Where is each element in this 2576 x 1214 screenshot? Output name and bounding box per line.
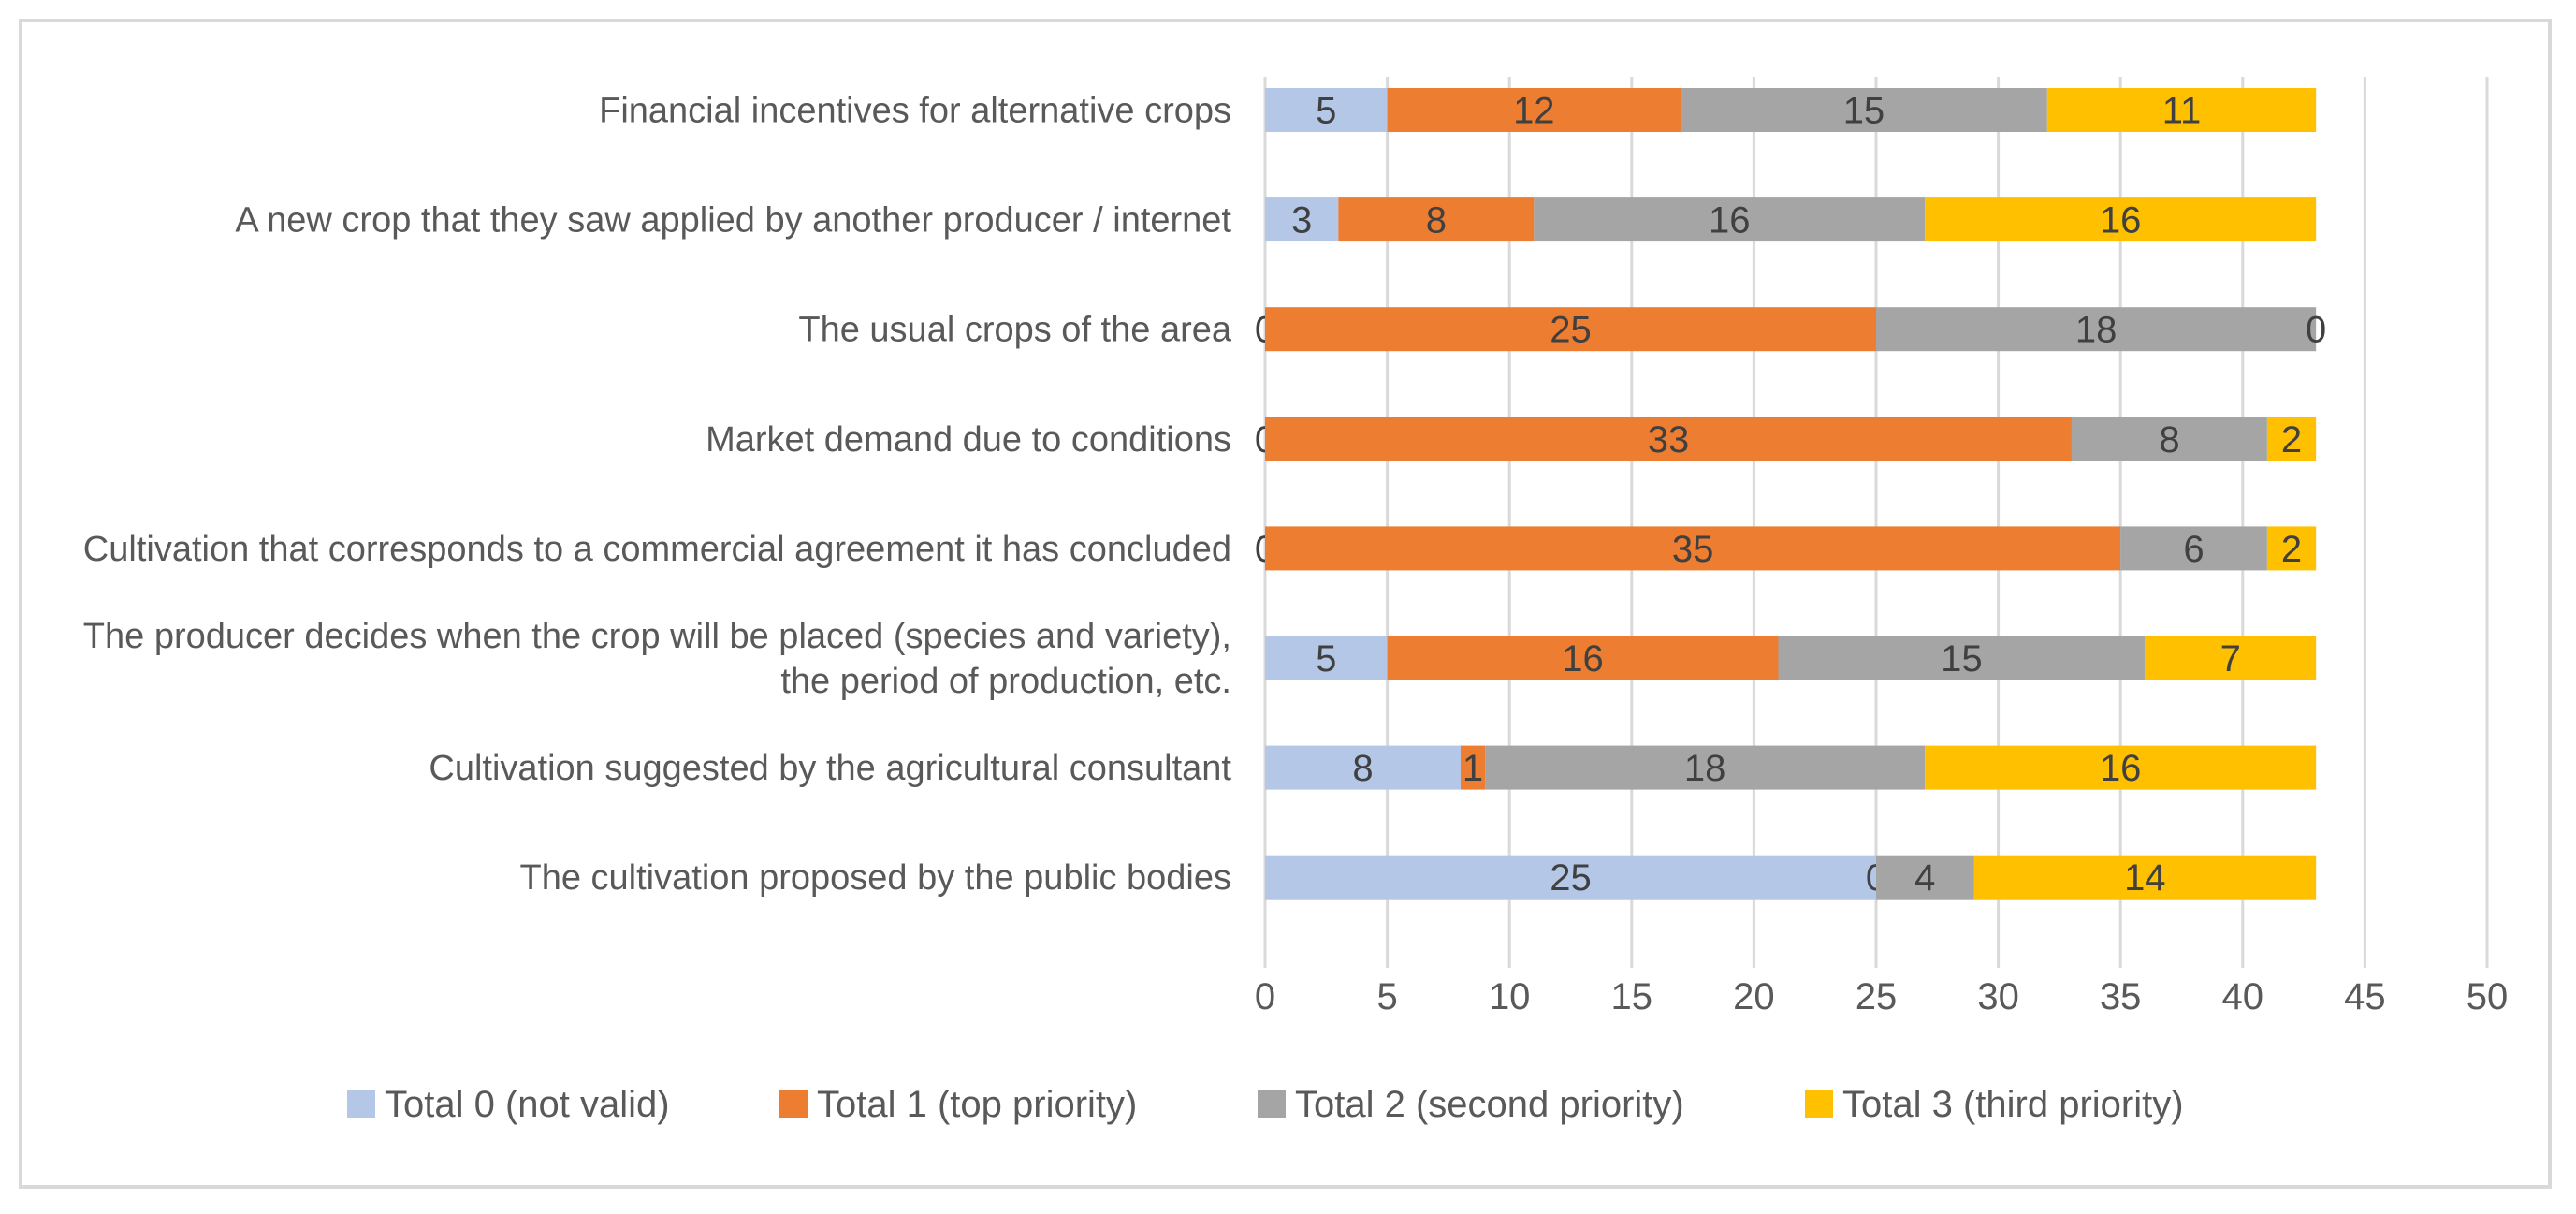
legend-swatch [1805,1090,1833,1118]
legend-label: Total 0 (not valid) [385,1084,670,1125]
category-label: The cultivation proposed by the public b… [520,858,1231,898]
bar-segment [1265,636,1388,680]
x-tick-label: 20 [1733,976,1775,1017]
bar-segment [2145,636,2317,680]
data-label: 33 [1648,419,1690,461]
data-label: 18 [2075,310,2118,351]
bar-segment [1265,526,2121,571]
data-label: 25 [1550,310,1592,351]
x-tick-label: 15 [1611,976,1653,1017]
data-label: 4 [1914,857,1935,899]
x-tick-label: 35 [2100,976,2142,1017]
data-label: 1 [1463,748,1483,789]
category-label: A new crop that they saw applied by anot… [235,201,1231,241]
legend-label: Total 1 (top priority) [817,1084,1137,1125]
data-label: 6 [2183,529,2204,570]
x-tick-label: 25 [1856,976,1898,1017]
data-label: 14 [2124,857,2166,899]
data-label: 7 [2220,638,2241,680]
data-label: 3 [1291,200,1312,241]
x-tick-label: 0 [1255,976,1275,1017]
legend-label: Total 2 (second priority) [1295,1084,1684,1125]
bar-segment [1876,855,1974,900]
stacked-bar-chart: 5121511381616025180033820356251615781181… [83,77,2508,1125]
bar-segment [2120,526,2267,571]
x-tick-label: 40 [2222,976,2264,1017]
category-label: Cultivation suggested by the agricultura… [429,749,1231,788]
data-label: 0 [2306,310,2326,351]
bar-segment [1265,855,1876,900]
x-tick-label: 50 [2467,976,2509,1017]
legend-swatch [1258,1090,1286,1118]
bar-segment [1876,307,2317,352]
category-label: The producer decides when the crop will … [83,617,1231,656]
bar-segment [1265,417,2072,461]
data-label: 15 [1941,638,1983,680]
bar-segment [2266,526,2317,571]
category-label: Financial incentives for alternative cro… [599,92,1231,131]
x-tick-label: 45 [2344,976,2386,1017]
data-label: 16 [2100,200,2142,241]
legend-swatch [779,1090,808,1118]
x-tick-label: 5 [1376,976,1397,1017]
bar-segment [1387,636,1779,680]
category-label: the period of production, etc. [780,662,1231,701]
category-labels: Financial incentives for alternative cro… [83,92,1232,899]
legend-label: Total 3 (third priority) [1842,1084,2184,1125]
x-tick-label: 10 [1489,976,1531,1017]
legend: Total 0 (not valid) Total 1 (top priority… [347,1084,2184,1125]
data-label: 16 [1709,200,1751,241]
data-label: 35 [1672,529,1714,570]
x-axis-ticks: 0 5 10 15 20 25 30 35 40 45 50 [1255,976,2508,1017]
data-label: 12 [1513,91,1555,132]
data-label: 25 [1550,857,1592,899]
bar-segment [1265,745,1461,790]
x-tick-label: 30 [1977,976,2019,1017]
data-label: 8 [1352,748,1373,789]
data-label: 2 [2281,529,2302,570]
bar-segment [1778,636,2146,680]
category-label: Cultivation that corresponds to a commer… [83,530,1231,569]
bar-segment [1265,197,1339,242]
legend-swatch [347,1090,375,1118]
data-label: 8 [1426,200,1447,241]
data-label: 8 [2159,419,2179,461]
bar-segment [1338,197,1535,242]
chart-frame: 5121511381616025180033820356251615781181… [19,19,2552,1189]
data-label: 16 [2100,748,2142,789]
bar-segment [1387,88,1681,132]
data-label: 16 [1562,638,1604,680]
category-label: The usual crops of the area [798,311,1231,350]
bar-segment [2046,88,2317,132]
data-label: 2 [2281,419,2302,461]
bar-segment [1460,745,1486,790]
bar-segment [1265,88,1388,132]
category-label: Market demand due to conditions [706,420,1231,460]
bar-segment [2071,417,2267,461]
bar-segment [1925,745,2317,790]
data-label: 11 [2162,91,2202,132]
bar-segment [1534,197,1926,242]
bar-segment [1265,307,1876,352]
data-label: 5 [1316,91,1336,132]
bar-segment [1925,197,2317,242]
bars: 5121511381616025180033820356251615781181… [1255,88,2326,900]
bar-segment [2266,417,2317,461]
bar-segment [1485,745,1926,790]
data-label: 15 [1843,91,1885,132]
data-label: 5 [1316,638,1336,680]
bar-segment [1973,855,2317,900]
data-label: 18 [1684,748,1726,789]
bar-segment [1681,88,2047,132]
